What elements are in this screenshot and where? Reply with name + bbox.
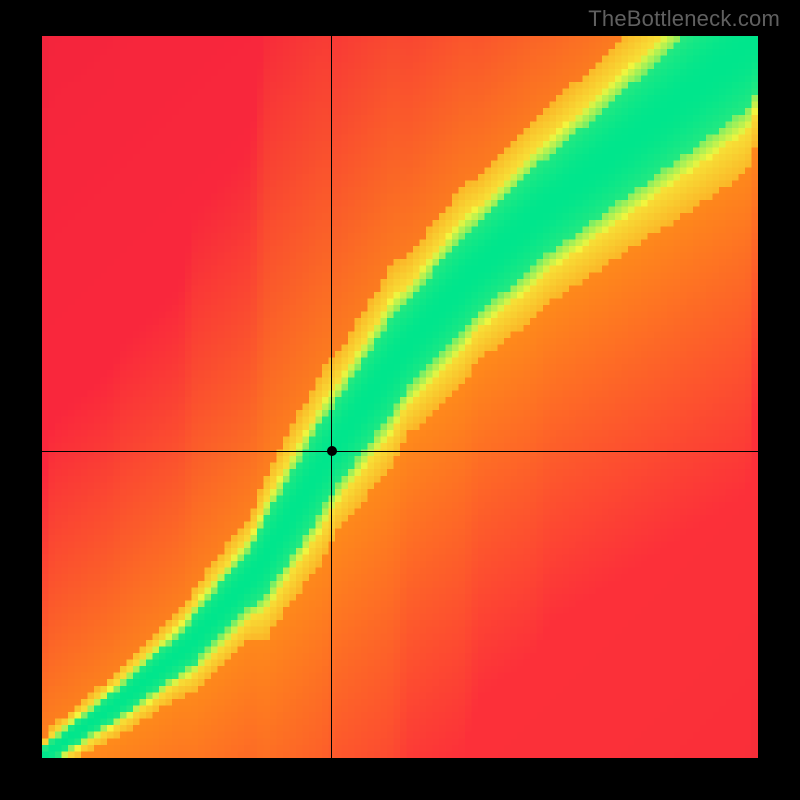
crosshair-horizontal bbox=[42, 451, 758, 452]
bottleneck-heatmap bbox=[42, 36, 758, 758]
crosshair-vertical bbox=[331, 36, 332, 758]
crosshair-marker-dot bbox=[327, 446, 337, 456]
chart-container: TheBottleneck.com bbox=[0, 0, 800, 800]
watermark-text: TheBottleneck.com bbox=[588, 6, 780, 32]
